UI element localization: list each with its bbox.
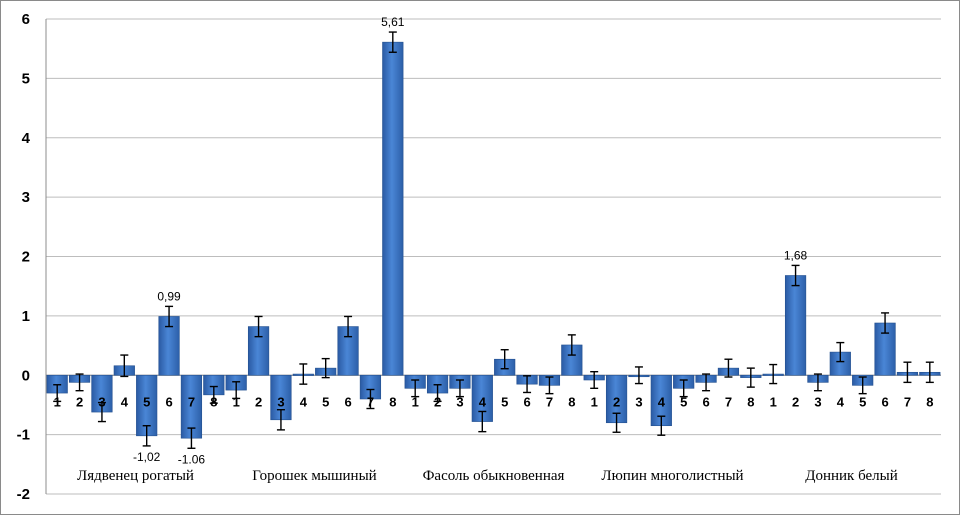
category-label: 4 bbox=[300, 394, 308, 409]
category-label: 5 bbox=[680, 394, 687, 409]
category-label: 2 bbox=[255, 394, 262, 409]
category-label: 3 bbox=[456, 394, 463, 409]
category-label: 5 bbox=[322, 394, 329, 409]
category-label: 5 bbox=[501, 394, 508, 409]
data-label: -1.06 bbox=[178, 452, 206, 466]
category-label: 3 bbox=[814, 394, 821, 409]
y-tick-label: 0 bbox=[22, 367, 30, 384]
data-label: 5,61 bbox=[381, 15, 405, 29]
y-tick-label: 4 bbox=[22, 130, 31, 147]
y-tick-label: -1 bbox=[17, 427, 30, 444]
bar bbox=[382, 41, 404, 376]
y-tick-label: 2 bbox=[22, 249, 30, 266]
category-label: 6 bbox=[702, 394, 709, 409]
category-label: 2 bbox=[434, 394, 441, 409]
category-label: 6 bbox=[523, 394, 530, 409]
group-label: Горошек мышиный bbox=[252, 468, 376, 484]
category-label: 8 bbox=[747, 394, 754, 409]
category-label: 8 bbox=[926, 394, 933, 409]
category-label: 2 bbox=[792, 394, 799, 409]
category-label: 8 bbox=[568, 394, 575, 409]
data-label: -1,02 bbox=[133, 450, 161, 464]
category-label: 7 bbox=[725, 394, 732, 409]
category-label: 3 bbox=[635, 394, 642, 409]
category-label: 3 bbox=[277, 394, 284, 409]
category-label: 7 bbox=[904, 394, 911, 409]
category-label: 2 bbox=[613, 394, 620, 409]
category-label: 1 bbox=[233, 394, 240, 409]
category-label: 7 bbox=[546, 394, 553, 409]
category-label: 1 bbox=[770, 394, 777, 409]
category-label: 4 bbox=[479, 394, 487, 409]
y-tick-label: 6 bbox=[22, 11, 30, 28]
category-label: 4 bbox=[837, 394, 845, 409]
y-tick-label: 5 bbox=[22, 70, 30, 87]
category-label: 8 bbox=[210, 394, 217, 409]
category-label: 1 bbox=[591, 394, 598, 409]
group-label: Люпин многолистный bbox=[601, 468, 743, 484]
y-tick-label: -2 bbox=[17, 486, 30, 503]
category-label: 6 bbox=[344, 394, 351, 409]
group-label: Лядвенец рогатый bbox=[77, 468, 194, 484]
category-label: 6 bbox=[165, 394, 172, 409]
category-label: 6 bbox=[881, 394, 888, 409]
category-label: 5 bbox=[143, 394, 150, 409]
bar bbox=[784, 275, 807, 376]
category-label: 3 bbox=[98, 394, 105, 409]
y-tick-label: 1 bbox=[22, 308, 30, 325]
category-label: 2 bbox=[76, 394, 83, 409]
data-label: 0,99 bbox=[157, 289, 181, 303]
data-label: 1,68 bbox=[784, 248, 808, 262]
category-label: 5 bbox=[859, 394, 866, 409]
category-label: 8 bbox=[389, 394, 396, 409]
category-label: 4 bbox=[658, 394, 666, 409]
y-tick-label: 3 bbox=[22, 189, 30, 206]
group-label: Фасоль обыкновенная bbox=[423, 468, 565, 484]
category-label: 7 bbox=[188, 394, 195, 409]
category-label: 7 bbox=[367, 394, 374, 409]
category-label: 4 bbox=[121, 394, 129, 409]
bars bbox=[46, 31, 941, 449]
category-label: 1 bbox=[54, 394, 61, 409]
category-label: 1 bbox=[412, 394, 419, 409]
group-label: Донник белый bbox=[805, 468, 898, 484]
